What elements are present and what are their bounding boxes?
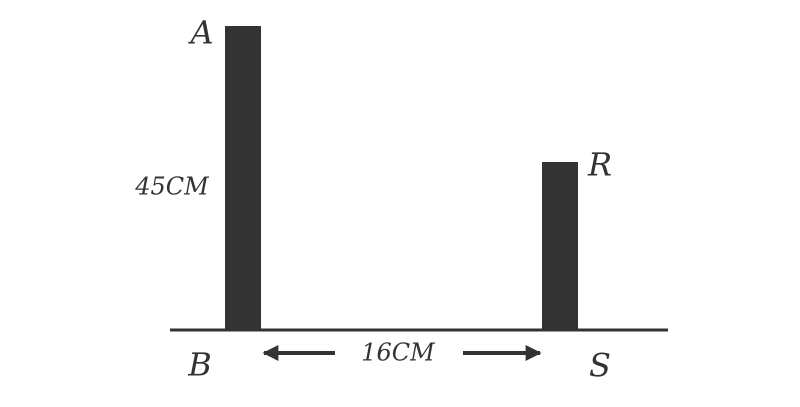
point-label: S bbox=[589, 347, 611, 385]
point-label: B bbox=[187, 346, 212, 384]
point-label: A bbox=[187, 14, 213, 52]
tall-pole bbox=[225, 26, 261, 330]
short-pole bbox=[542, 162, 578, 330]
distance-label: 16CM bbox=[361, 339, 436, 367]
point-label: R bbox=[587, 146, 612, 184]
height-label: 45CM bbox=[134, 173, 210, 201]
